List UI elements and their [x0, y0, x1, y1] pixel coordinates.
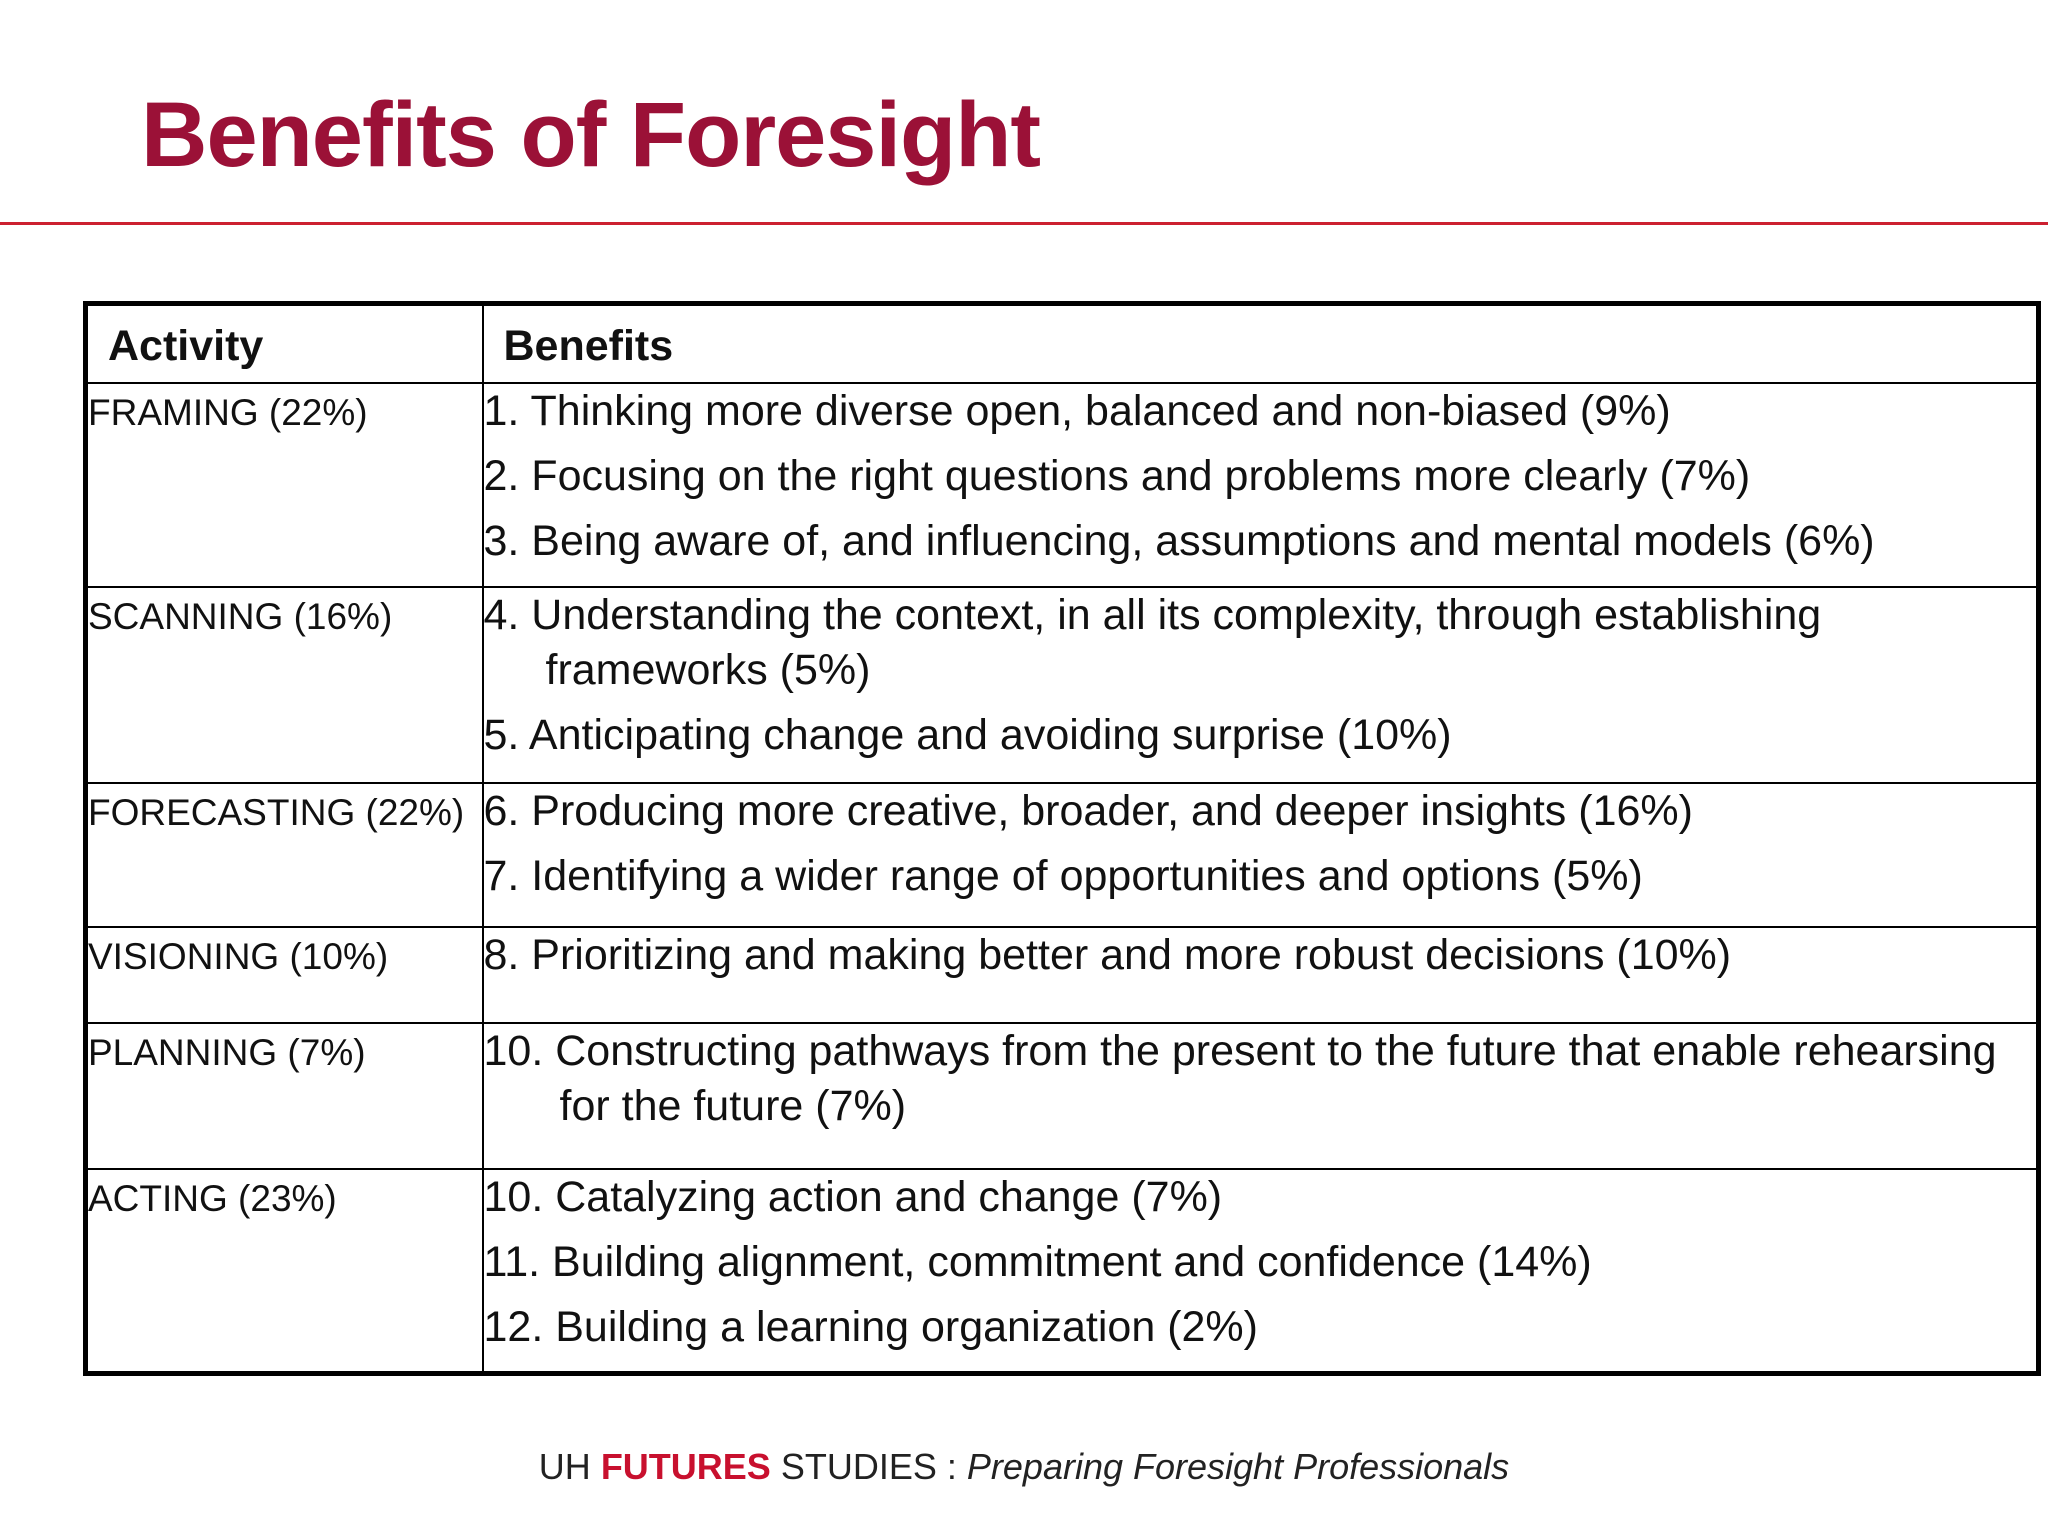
- table-row: SCANNING (16%) 4. Understanding the cont…: [84, 586, 2040, 784]
- benefit-item: 4. Understanding the context, in all its…: [483, 591, 1822, 694]
- table-row: ACTING (23%) 10. Catalyzing action and c…: [84, 1168, 2040, 1374]
- benefits-cell: 8. Prioritizing and making better and mo…: [481, 926, 2040, 1024]
- activity-cell: FORECASTING (22%): [84, 782, 484, 928]
- footer-futures: FUTURES: [600, 1446, 771, 1487]
- footer-studies: STUDIES: [780, 1446, 937, 1487]
- benefits-table: Activity Benefits FRAMING (22%) 1. Think…: [83, 301, 2041, 1376]
- table-row: FRAMING (22%) 1. Thinking more diverse o…: [84, 382, 2040, 588]
- footer-branding: UH FUTURES STUDIES : Preparing Foresight…: [0, 1442, 2048, 1492]
- benefit-item: 12. Building a learning organization (2%…: [483, 1303, 1258, 1351]
- benefit-item: 5. Anticipating change and avoiding surp…: [483, 711, 1452, 759]
- benefits-cell: 1. Thinking more diverse open, balanced …: [481, 382, 2040, 588]
- footer-tagline: Preparing Foresight Professionals: [966, 1446, 1510, 1487]
- table-row: PLANNING (7%) 10. Constructing pathways …: [84, 1022, 2040, 1170]
- benefit-item: 1. Thinking more diverse open, balanced …: [483, 387, 1671, 435]
- activity-cell: PLANNING (7%): [84, 1022, 484, 1170]
- title-divider: [0, 222, 2048, 225]
- benefits-cell: 4. Understanding the context, in all its…: [481, 586, 2040, 784]
- footer-separator: :: [946, 1446, 957, 1487]
- benefit-item: 7. Identifying a wider range of opportun…: [483, 852, 1643, 900]
- column-header-activity: Activity: [84, 302, 484, 384]
- benefit-item: 6. Producing more creative, broader, and…: [483, 787, 1693, 835]
- benefits-cell: 6. Producing more creative, broader, and…: [481, 782, 2040, 928]
- benefit-item: 3. Being aware of, and influencing, assu…: [483, 517, 1875, 565]
- benefit-item: 11. Building alignment, commitment and c…: [483, 1238, 1592, 1286]
- activity-cell: ACTING (23%): [84, 1168, 484, 1374]
- table-row: FORECASTING (22%) 6. Producing more crea…: [84, 782, 2040, 928]
- footer-uh: UH: [538, 1446, 591, 1487]
- slide-title: Benefits of Foresight: [141, 84, 1041, 186]
- benefit-item: 8. Prioritizing and making better and mo…: [483, 931, 1732, 979]
- benefit-item: 10. Catalyzing action and change (7%): [483, 1173, 1223, 1221]
- activity-cell: VISIONING (10%): [84, 926, 484, 1024]
- table-header-row: Activity Benefits: [84, 302, 2040, 384]
- activity-cell: SCANNING (16%): [84, 586, 484, 784]
- table-row: VISIONING (10%) 8. Prioritizing and maki…: [84, 926, 2040, 1024]
- benefit-item: 10. Constructing pathways from the prese…: [483, 1027, 1997, 1130]
- column-header-benefits: Benefits: [481, 302, 2040, 384]
- benefits-cell: 10. Catalyzing action and change (7%) 11…: [481, 1168, 2040, 1374]
- activity-cell: FRAMING (22%): [84, 382, 484, 588]
- benefit-item: 2. Focusing on the right questions and p…: [483, 452, 1751, 500]
- benefits-cell: 10. Constructing pathways from the prese…: [481, 1022, 2040, 1170]
